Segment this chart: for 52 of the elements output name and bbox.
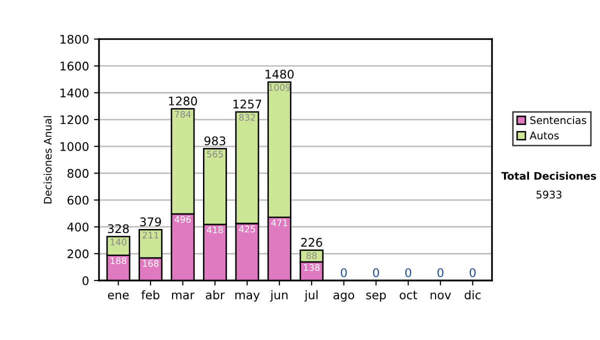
total-label: 983: [204, 136, 226, 146]
data-label: 784: [174, 110, 191, 118]
text: 5933: [536, 190, 562, 199]
x-tick-label: abr: [206, 290, 225, 300]
y-tick-label: 1400: [60, 88, 88, 98]
x-tick-label: may: [235, 292, 260, 302]
text: Total Decisiones: [501, 172, 596, 180]
data-label: 88: [306, 252, 317, 260]
x-tick-label: nov: [430, 292, 451, 300]
y-tick-label: 1000: [60, 142, 88, 152]
x-tick-label: sep: [366, 292, 386, 302]
data-label: 138: [304, 264, 320, 271]
x-tick-label: ago: [334, 292, 354, 302]
legend-label: Sentencias: [530, 116, 586, 124]
data-label: 168: [142, 260, 159, 267]
legend-label: Autos: [530, 132, 559, 140]
total-label: 328: [108, 224, 129, 234]
data-label: 471: [271, 219, 288, 226]
total-label: 1280: [169, 96, 197, 106]
total-label: 0: [405, 268, 412, 278]
total-label: 0: [340, 268, 347, 278]
y-tick-label: 1600: [60, 62, 88, 71]
y-tick-label: 800: [68, 168, 88, 178]
data-label: 140: [110, 238, 126, 246]
y-tick-label: 0: [82, 276, 88, 286]
x-tick-label: jul: [304, 290, 318, 302]
data-label: 418: [206, 226, 223, 234]
data-label: 496: [174, 216, 191, 223]
x-tick-label: oct: [400, 290, 418, 300]
y-tick-label: 1200: [60, 115, 88, 124]
total-label: 0: [470, 268, 476, 278]
total-label: 0: [373, 268, 380, 278]
x-tick-label: ene: [108, 292, 129, 300]
x-tick-label: mar: [172, 292, 195, 300]
x-tick-label: jun: [270, 290, 288, 302]
y-tick-label: 1800: [60, 34, 88, 44]
y-axis-title: Decisiones Anual: [44, 116, 52, 204]
data-label: 211: [142, 232, 158, 238]
data-label: 188: [110, 257, 126, 264]
total-label: 1480: [266, 70, 294, 79]
x-tick-label: dic: [464, 290, 481, 300]
y-tick-label: 600: [68, 196, 88, 205]
data-label: 832: [239, 114, 255, 121]
y-tick-label: 200: [68, 249, 88, 258]
total-label: 1257: [233, 100, 262, 109]
total-label: 226: [301, 238, 322, 247]
data-label: 565: [207, 150, 223, 158]
y-tick-label: 400: [67, 222, 88, 232]
x-tick-label: feb: [141, 290, 160, 300]
total-label: 379: [140, 217, 161, 226]
data-label: 425: [239, 226, 256, 232]
total-label: 0: [437, 268, 444, 278]
